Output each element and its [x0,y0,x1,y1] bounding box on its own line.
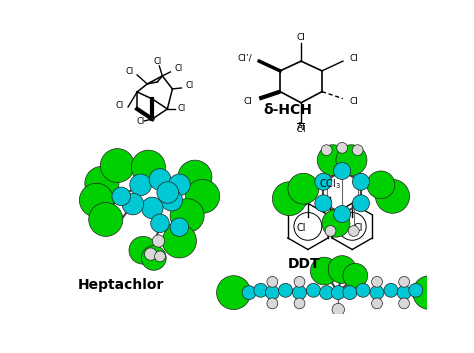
Circle shape [352,145,363,156]
Circle shape [317,145,348,175]
Text: Cl’/: Cl’/ [237,54,252,63]
Circle shape [161,190,182,211]
Text: Cl: Cl [350,54,359,63]
Circle shape [178,160,212,194]
Circle shape [151,214,169,233]
Circle shape [352,195,369,212]
Circle shape [130,174,152,196]
Circle shape [145,248,157,260]
Circle shape [399,298,410,309]
Text: Heptachlor: Heptachlor [78,278,164,292]
Circle shape [80,183,113,217]
Text: Cl: Cl [174,65,182,73]
Circle shape [370,286,384,300]
Circle shape [141,246,166,270]
Circle shape [325,226,336,237]
Circle shape [152,235,164,247]
Circle shape [319,286,334,300]
Circle shape [186,179,219,213]
Circle shape [267,298,278,309]
Circle shape [254,283,268,297]
Circle shape [397,286,411,300]
Circle shape [122,193,144,215]
Circle shape [322,209,350,237]
Text: CCl$_3$: CCl$_3$ [319,177,341,191]
Circle shape [85,166,119,200]
Circle shape [356,283,370,297]
Circle shape [131,150,165,184]
Circle shape [170,218,189,237]
Circle shape [315,173,332,190]
Circle shape [169,174,190,196]
Circle shape [343,263,368,288]
Text: δ-HCH: δ-HCH [263,103,312,117]
Circle shape [217,276,251,310]
Circle shape [267,276,278,287]
Circle shape [331,286,345,300]
Circle shape [332,303,345,316]
Circle shape [372,276,383,287]
Circle shape [348,226,359,237]
Circle shape [149,169,171,190]
Circle shape [337,143,347,153]
Circle shape [141,197,163,219]
Circle shape [155,251,165,262]
Circle shape [343,286,357,300]
Circle shape [413,276,447,310]
Text: Cl: Cl [354,223,363,233]
Text: Cl: Cl [243,97,252,106]
Circle shape [89,203,123,237]
Circle shape [170,199,204,233]
Circle shape [375,179,410,213]
Circle shape [242,286,256,300]
Circle shape [294,298,305,309]
Circle shape [292,286,307,300]
Text: Cl: Cl [136,118,144,126]
Text: Cl: Cl [177,104,186,113]
Circle shape [112,187,130,205]
Circle shape [372,298,383,309]
Text: Cl: Cl [116,101,124,110]
Circle shape [273,182,307,216]
Circle shape [129,237,157,264]
Text: Cl: Cl [350,97,359,106]
Circle shape [315,195,332,212]
Circle shape [310,257,338,285]
Circle shape [334,162,351,179]
Circle shape [328,256,356,283]
Text: Āl: Āl [297,123,305,132]
Circle shape [334,205,351,222]
Text: DDT: DDT [288,257,320,271]
Text: Cl: Cl [126,67,134,77]
Circle shape [321,145,332,156]
Circle shape [288,173,319,204]
Text: Cl: Cl [185,82,194,90]
Circle shape [409,283,423,297]
Text: Cl: Cl [297,33,305,42]
Circle shape [367,171,395,199]
Circle shape [352,173,369,190]
Circle shape [162,224,196,258]
Text: Cl: Cl [297,223,306,233]
Circle shape [157,182,179,203]
Circle shape [336,145,367,175]
Circle shape [100,149,135,183]
Text: $\overline{C}$l: $\overline{C}$l [296,121,306,134]
Text: Cl: Cl [153,58,162,66]
Circle shape [294,276,305,287]
Circle shape [399,276,410,287]
Circle shape [384,283,398,297]
Circle shape [279,283,292,297]
Circle shape [265,286,279,300]
Circle shape [307,283,320,297]
